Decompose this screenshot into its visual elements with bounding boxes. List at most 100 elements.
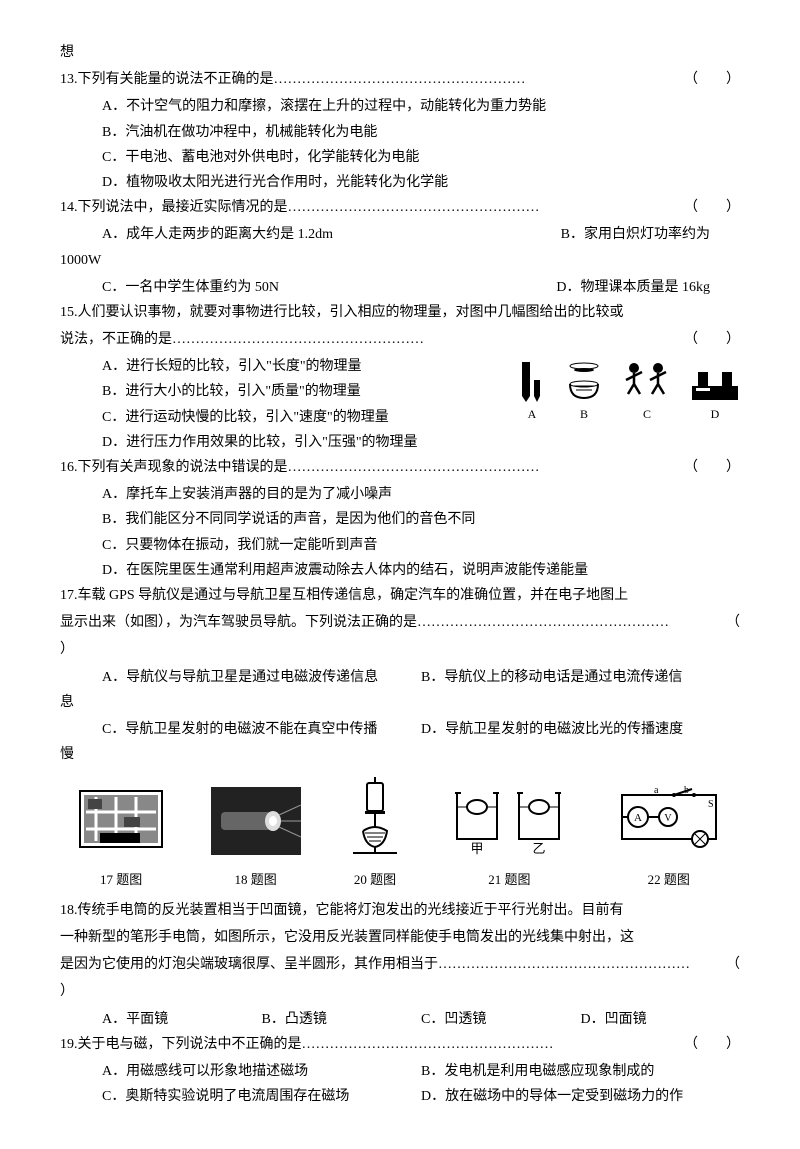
continuation-text: 想 (60, 40, 740, 65)
q18-opts: A．平面镜 B．凸透镜 C．凹透镜 D．凹面镜 (60, 1007, 740, 1032)
jia-label: 甲 (471, 841, 484, 855)
q17-opt-b2: 息 (60, 690, 740, 715)
fig20-cap: 20 题图 (345, 868, 405, 891)
q19-paren: （ ） (684, 1032, 740, 1057)
q18-opt-c: C．凹透镜 (421, 1007, 581, 1032)
q19-opt-a: A．用磁感线可以形象地描述磁场 (102, 1059, 421, 1084)
q14-opt-b: B．家用白炽灯功率约为 (406, 222, 740, 247)
q16-stem-row: 16.下列有关声现象的说法中错误的是 ……………………………………………… （ … (60, 455, 740, 480)
fig18-cap: 18 题图 (211, 868, 301, 891)
q14-paren: （ ） (684, 195, 740, 220)
q15-label-c: C (643, 407, 651, 421)
q18-opt-a: A．平面镜 (102, 1007, 262, 1032)
dots: ……………………………………………… (288, 195, 685, 220)
pressure-icon (690, 358, 740, 402)
yi-label: 乙 (533, 841, 546, 855)
fig22: A a b S V 22 题图 (614, 785, 724, 892)
q17-stem1: 17.车载 GPS 导航仪是通过与导航卫星互相传递信息，确定汽车的准确位置，并在… (60, 583, 740, 608)
q18-line1: 18.传统手电筒的反光装置相当于凹面镜，它能将灯泡发出的光线接近于平行光射出。目… (60, 898, 740, 923)
beakers-icon: 甲 乙 (449, 785, 569, 855)
q17-opt-a: A．导航仪与导航卫星是通过电磁波传递信息 (102, 665, 421, 690)
fig17: 17 题图 (76, 787, 166, 892)
q19-stem-row: 19.关于电与磁，下列说法中不正确的是 ……………………………………………… （… (60, 1032, 740, 1057)
q16-paren: （ ） (684, 455, 740, 480)
q14-stem-row: 14.下列说法中，最接近实际情况的是 ……………………………………………… （ … (60, 195, 740, 220)
q13-stem: 13.下列有关能量的说法不正确的是 (60, 67, 274, 92)
q16-opt-d: D．在医院里医生通常利用超声波震动除去人体内的结石，说明声波能传递能量 (60, 558, 740, 583)
fig22-cap: 22 题图 (614, 868, 724, 891)
dots: ……………………………………………… (417, 610, 726, 635)
q14-stem: 14.下列说法中，最接近实际情况的是 (60, 195, 288, 220)
dots: ……………………………………………… (302, 1032, 685, 1057)
q17-opt-d2: 慢 (60, 742, 740, 767)
dots: ……………………………………………… (274, 67, 685, 92)
dots: ……………………………………………… (288, 455, 685, 480)
q17-row-cd: C．导航卫星发射的电磁波不能在真空中传播 D．导航卫星发射的电磁波比光的传播速度 (60, 717, 740, 742)
svg-text:A: A (634, 812, 642, 824)
q16-opt-a: A．摩托车上安装消声器的目的是为了减小噪声 (60, 482, 740, 507)
q15-fig-d: D (690, 358, 740, 426)
gps-map-icon (76, 787, 166, 855)
q15-stem2: 说法，不正确的是 (60, 327, 172, 352)
q15-label-b: B (580, 407, 588, 421)
flashlight-photo-icon (211, 787, 301, 855)
q19-opt-b: B．发电机是利用电磁感应现象制成的 (421, 1059, 740, 1084)
svg-text:V: V (664, 813, 672, 824)
pencils-icon (518, 358, 546, 402)
q17-paren2: ） (60, 637, 740, 662)
q15-paren: （ ） (684, 327, 740, 352)
q14-opt-a: A．成年人走两步的距离大约是 1.2dm (102, 222, 406, 247)
q14-opt-b2: 1000W (60, 248, 740, 273)
q15-label-d: D (711, 407, 720, 421)
q16-opt-b: B．我们能区分不同同学说话的声音，是因为他们的音色不同 (60, 507, 740, 532)
svg-text:S: S (708, 799, 714, 810)
q15-figures: A B C (518, 354, 740, 426)
q14-opt-d: D．物理课本质量是 16kg (406, 275, 740, 300)
fig21-cap: 21 题图 (449, 868, 569, 891)
q13-paren: （ ） (684, 67, 740, 92)
q17-opt-d: D．导航卫星发射的电磁波比光的传播速度 (421, 717, 740, 742)
vase-stand-icon (345, 775, 405, 855)
q15-fig-b: B (564, 358, 604, 426)
q13-opt-c: C．干电池、蓄电池对外供电时，化学能转化为电能 (60, 145, 740, 170)
q15-fig-c: C (622, 358, 672, 426)
q17-stem2: 显示出来（如图），为汽车驾驶员导航。下列说法正确的是 (60, 610, 417, 635)
q13-opt-b: B．汽油机在做功冲程中，机械能转化为电能 (60, 120, 740, 145)
q15-stem2-row: 说法，不正确的是 ……………………………………………… （ ） (60, 327, 740, 352)
fig17-cap: 17 题图 (76, 868, 166, 891)
q14-row-cd: C．一名中学生体重约为 50N D．物理课本质量是 16kg (60, 275, 740, 300)
q18-paren2: ） (60, 979, 740, 1004)
q17-opt-c: C．导航卫星发射的电磁波不能在真空中传播 (102, 717, 421, 742)
q18-opt-b: B．凸透镜 (262, 1007, 422, 1032)
q17-paren: （ (726, 610, 740, 635)
svg-text:a: a (654, 785, 659, 796)
bowls-icon (564, 358, 604, 402)
q19-opt-d: D．放在磁场中的导体一定受到磁场力的作 (421, 1084, 740, 1109)
q16-stem: 16.下列有关声现象的说法中错误的是 (60, 455, 288, 480)
dots: ……………………………………………… (438, 952, 726, 977)
q18-paren: （ (726, 952, 740, 977)
q13-stem-row: 13.下列有关能量的说法不正确的是 ……………………………………………… （ ） (60, 67, 740, 92)
circuit-icon: A a b S V (614, 785, 724, 855)
q16-opt-c: C．只要物体在振动，我们就一定能听到声音 (60, 533, 740, 558)
q15-opt-d: D．进行压力作用效果的比较，引入"压强"的物理量 (60, 430, 508, 455)
q17-row-ab: A．导航仪与导航卫星是通过电磁波传递信息 B．导航仪上的移动电话是通过电流传递信 (60, 665, 740, 690)
q13-opt-a: A．不计空气的阻力和摩擦，滚摆在上升的过程中，动能转化为重力势能 (60, 94, 740, 119)
q15-stem1: 15.人们要认识事物，就要对事物进行比较，引入相应的物理量，对图中几幅图给出的比… (60, 300, 740, 325)
q18-line3-row: 是因为它使用的灯泡尖端玻璃很厚、呈半圆形，其作用相当于 ………………………………… (60, 952, 740, 977)
fig18: 18 题图 (211, 787, 301, 892)
fig20: 20 题图 (345, 775, 405, 892)
q15-opt-b: B．进行大小的比较，引入"质量"的物理量 (60, 379, 508, 404)
q14-opt-c: C．一名中学生体重约为 50N (102, 275, 406, 300)
runners-icon (622, 358, 672, 402)
q15-opt-c: C．进行运动快慢的比较，引入"速度"的物理量 (60, 405, 508, 430)
q15-fig-a: A (518, 358, 546, 426)
q17-stem2-row: 显示出来（如图），为汽车驾驶员导航。下列说法正确的是 …………………………………… (60, 610, 740, 635)
q15-opt-a: A．进行长短的比较，引入"长度"的物理量 (60, 354, 508, 379)
q13-opt-d: D．植物吸收太阳光进行光合作用时，光能转化为化学能 (60, 170, 740, 195)
q19-opt-c: C．奥斯特实验说明了电流周围存在磁场 (102, 1084, 421, 1109)
dots: ……………………………………………… (172, 327, 684, 352)
q19-opts: A．用磁感线可以形象地描述磁场 B．发电机是利用电磁感应现象制成的 C．奥斯特实… (60, 1059, 740, 1109)
q17-opt-b: B．导航仪上的移动电话是通过电流传递信 (421, 665, 740, 690)
q15-label-a: A (528, 407, 537, 421)
